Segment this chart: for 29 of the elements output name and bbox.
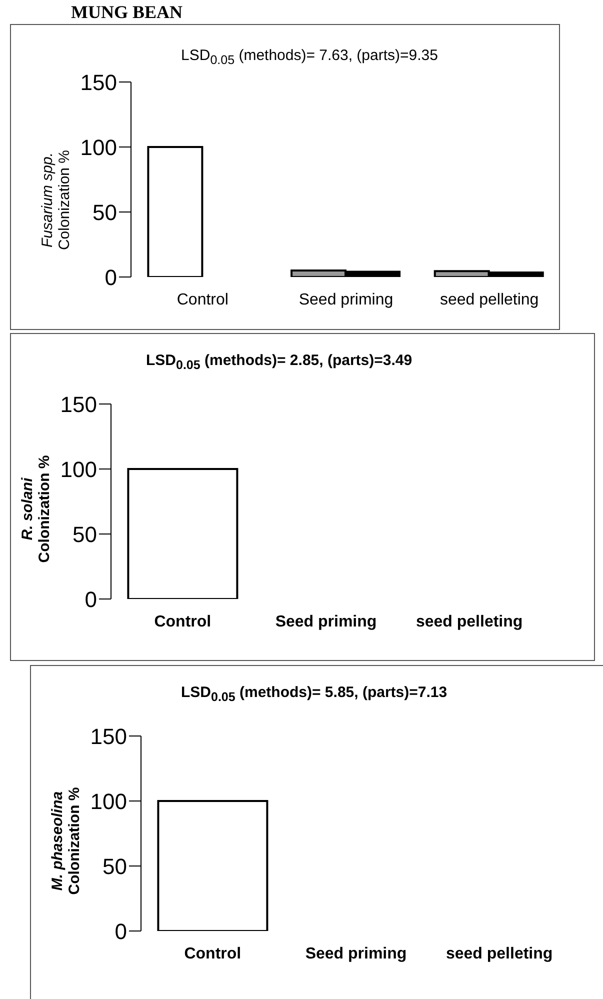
bar — [147, 146, 204, 277]
y-tick-label: 0 — [84, 586, 97, 612]
y-tick-label: 150 — [90, 724, 127, 749]
y-tick-label: 50 — [102, 854, 127, 879]
y-tick-label: 0 — [114, 918, 127, 944]
x-tick-label: Control — [184, 945, 242, 962]
x-tick-label: seed pelleting — [440, 291, 539, 308]
y-tick-label: 100 — [60, 456, 97, 482]
y-tick-label: 50 — [72, 522, 97, 547]
y-tick-label: 100 — [80, 134, 117, 160]
y-axis-title: M. phaseolina Colonization % — [49, 787, 83, 895]
x-tick-label: Control — [176, 291, 228, 308]
y-tick-label: 0 — [104, 264, 117, 290]
x-tick-label: Control — [154, 613, 212, 630]
y-axis-title: R. solani Colonization % — [19, 455, 53, 563]
x-tick-label: Seed priming — [275, 613, 377, 630]
x-tick-label: seed pelleting — [416, 613, 523, 630]
y-tick-label: 150 — [80, 70, 117, 95]
text: LSD$_{0.05}$ (methods)= 2.85, (parts)=3.49 — [146, 352, 412, 372]
chart-title: MUNG BEAN — [71, 2, 182, 22]
text: LSD$_{0.05}$ (methods)= 5.85, (parts)=7.13 — [181, 684, 448, 704]
x-tick-label: Seed priming — [305, 945, 407, 962]
x-tick-label: seed pelleting — [446, 945, 553, 962]
y-tick-label: 150 — [60, 392, 97, 417]
y-axis-title: Fusarium spp. Colonization % — [39, 150, 73, 250]
text: LSD$_{0.05}$ (methods)= 7.63, (parts)=9.35 — [181, 47, 438, 67]
y-tick-label: 50 — [92, 200, 117, 225]
x-tick-label: Seed priming — [298, 291, 394, 308]
y-tick-label: 100 — [90, 788, 127, 814]
